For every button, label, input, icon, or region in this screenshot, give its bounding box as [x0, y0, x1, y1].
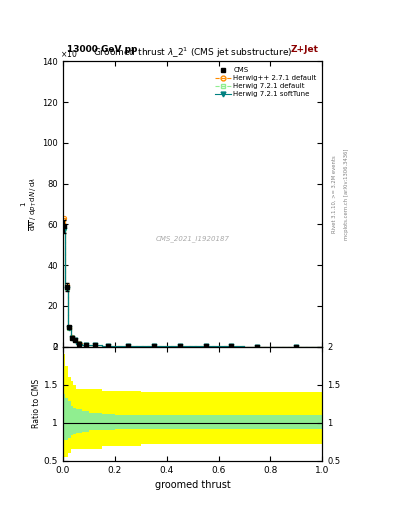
Text: Z+Jet: Z+Jet	[290, 45, 318, 54]
Legend: CMS, Herwig++ 2.7.1 default, Herwig 7.2.1 default, Herwig 7.2.1 softTune: CMS, Herwig++ 2.7.1 default, Herwig 7.2.…	[213, 65, 319, 99]
X-axis label: groomed thrust: groomed thrust	[155, 480, 230, 490]
Text: $\times 10$: $\times 10$	[60, 48, 78, 58]
Text: CMS_2021_I1920187: CMS_2021_I1920187	[156, 235, 230, 242]
Y-axis label: Ratio to CMS: Ratio to CMS	[32, 379, 41, 429]
Text: mcplots.cern.ch [arXiv:1306.3436]: mcplots.cern.ch [arXiv:1306.3436]	[344, 149, 349, 240]
Text: Rivet 3.1.10, >= 3.2M events: Rivet 3.1.10, >= 3.2M events	[332, 156, 337, 233]
Y-axis label: 1
$\overline{\mathrm{d}N}$ / $\mathrm{d}p_T\,\mathrm{d}N\,/\,\mathrm{d}\lambda$: 1 $\overline{\mathrm{d}N}$ / $\mathrm{d}…	[20, 177, 39, 231]
Title: Groomed thrust $\lambda\_2^1$ (CMS jet substructure): Groomed thrust $\lambda\_2^1$ (CMS jet s…	[93, 46, 292, 60]
Text: 13000 GeV pp: 13000 GeV pp	[67, 45, 137, 54]
